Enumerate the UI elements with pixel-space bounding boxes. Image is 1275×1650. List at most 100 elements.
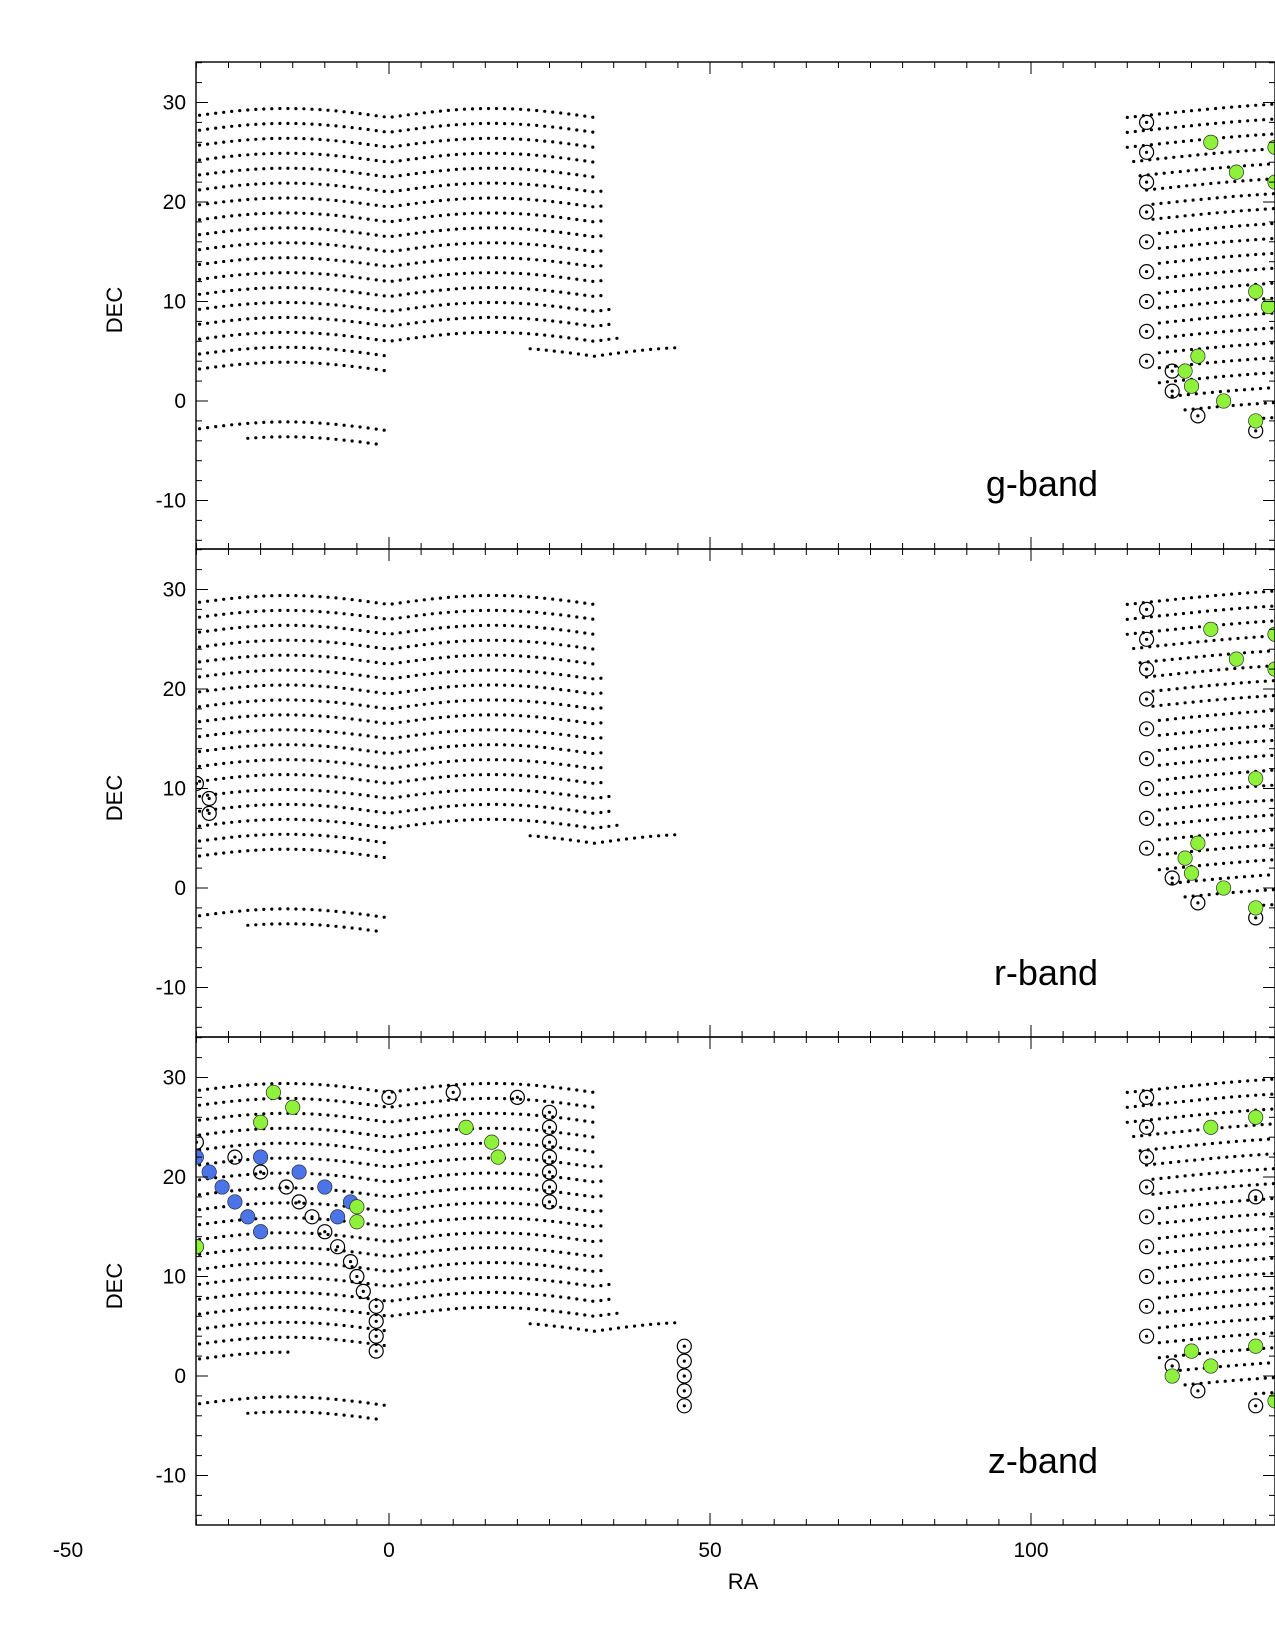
observed-dot [1174, 305, 1177, 308]
observed-dot [343, 911, 346, 914]
observed-dot [286, 728, 289, 731]
observed-dot [503, 818, 506, 821]
observed-dot [302, 743, 305, 746]
observed-dot [222, 807, 225, 810]
observed-dot [431, 289, 434, 292]
observed-dot [511, 714, 514, 717]
observed-dot [383, 354, 386, 357]
observed-dot [439, 304, 442, 307]
observed-dot [1254, 328, 1257, 331]
observed-dot [302, 122, 305, 125]
observed-dot [206, 247, 209, 250]
observed-dot [559, 718, 562, 721]
observed-dot [351, 837, 354, 840]
observed-dot [559, 778, 562, 781]
observed-dot [286, 758, 289, 761]
observed-dot [286, 196, 289, 199]
observed-dot [294, 669, 297, 672]
observed-dot [302, 331, 305, 334]
observed-dot [1198, 258, 1201, 261]
observed-dot [367, 645, 370, 648]
observed-dot [190, 219, 193, 222]
observed-dot [1206, 272, 1209, 275]
observed-dot [463, 152, 466, 155]
observed-dot [455, 198, 458, 201]
observed-dot [527, 819, 530, 822]
observed-dot [294, 922, 297, 925]
observed-dot [471, 107, 474, 110]
observed-dot [511, 699, 514, 702]
observed-dot [583, 661, 586, 664]
observed-dot [431, 642, 434, 645]
observed-dot [318, 655, 321, 658]
observed-dot [591, 752, 594, 755]
observed-dot [657, 834, 660, 837]
observed-dot [383, 617, 386, 620]
observed-dot [222, 598, 225, 601]
observed-dot [254, 287, 257, 290]
observed-dot [310, 421, 313, 424]
observed-dot [511, 137, 514, 140]
observed-dot [399, 234, 402, 237]
observed-dot [455, 789, 458, 792]
observed-dot [383, 339, 386, 342]
observed-dot [1222, 330, 1225, 333]
observed-dot [1182, 597, 1185, 600]
observed-dot [190, 174, 193, 177]
observed-dot [535, 775, 538, 778]
observed-dot [1254, 238, 1257, 241]
observed-dot [1214, 594, 1217, 597]
observed-dot [230, 776, 233, 779]
observed-dot [367, 824, 370, 827]
observed-dot [519, 744, 522, 747]
observed-dot [334, 641, 337, 644]
observed-dot [519, 595, 522, 598]
observed-dot [270, 152, 273, 155]
observed-dot [286, 346, 289, 349]
observed-dot [318, 685, 321, 688]
observed-dot [1198, 108, 1201, 111]
observed-dot [367, 128, 370, 131]
observed-dot [286, 301, 289, 304]
observed-dot [230, 229, 233, 232]
observed-dot [206, 143, 209, 146]
observed-dot [375, 795, 378, 798]
observed-dot [1193, 671, 1196, 674]
observed-dot [1230, 106, 1233, 109]
observed-dot [591, 812, 594, 815]
observed-dot [455, 700, 458, 703]
observed-dot [214, 231, 217, 234]
observed-dot [383, 751, 386, 754]
observed-dot [334, 303, 337, 306]
observed-dot [326, 745, 329, 748]
observed-dot [310, 848, 313, 851]
observed-dot [511, 818, 514, 821]
observed-dot [1206, 108, 1209, 111]
observed-dot [254, 819, 257, 822]
observed-dot [535, 626, 538, 629]
observed-dot [1262, 223, 1265, 226]
observed-dot [1174, 245, 1177, 248]
observed-dot [503, 226, 506, 229]
observed-dot [326, 213, 329, 216]
observed-dot [262, 182, 265, 185]
observed-dot [1174, 379, 1177, 382]
observed-dot [1259, 387, 1262, 390]
observed-dot [407, 824, 410, 827]
observed-dot [351, 762, 354, 765]
observed-dot [1158, 614, 1161, 617]
observed-dot [351, 126, 354, 129]
observed-dot [238, 154, 241, 157]
observed-dot [495, 743, 498, 746]
observed-dot [1225, 668, 1228, 671]
observed-dot [246, 302, 249, 305]
observed-dot [1230, 593, 1233, 596]
observed-dot [423, 777, 426, 780]
observed-dot [559, 733, 562, 736]
observed-dot [471, 699, 474, 702]
observed-dot [447, 745, 450, 748]
observed-dot [487, 609, 490, 612]
observed-dot [559, 126, 562, 129]
observed-dot [302, 788, 305, 791]
observed-dot [1171, 395, 1174, 398]
